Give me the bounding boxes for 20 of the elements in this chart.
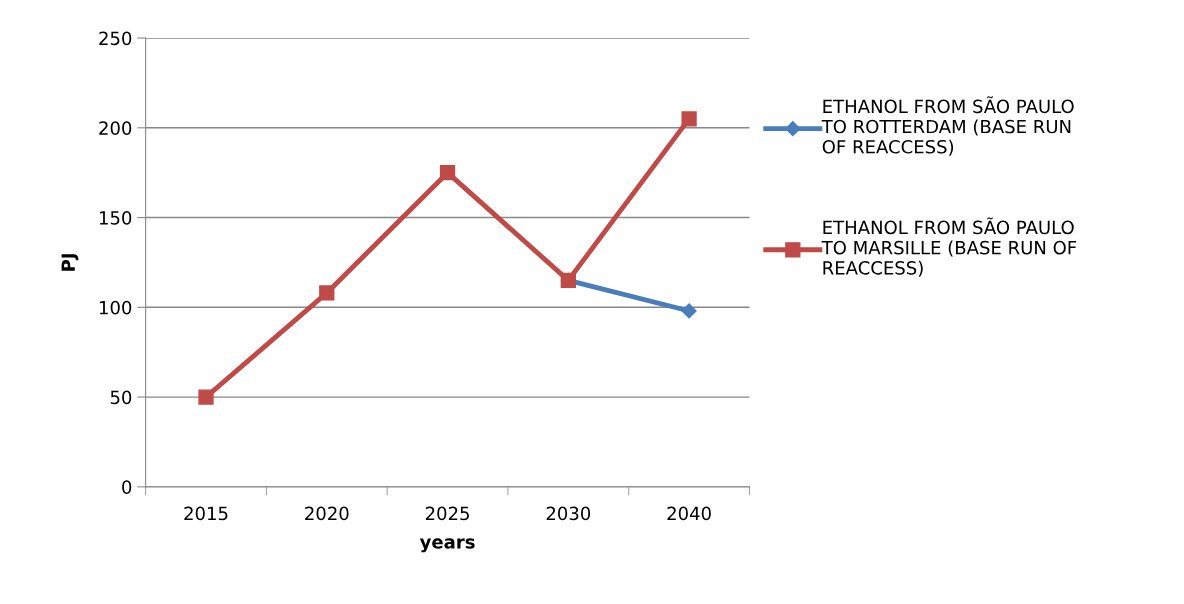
point	[319, 285, 335, 301]
point	[439, 165, 456, 181]
x-axis-title: years	[419, 538, 475, 553]
x-tick-label: 2020	[305, 506, 349, 521]
y-tick-label: 0	[122, 480, 132, 494]
point	[681, 111, 697, 127]
y-tick-label: 100	[99, 300, 132, 315]
legend-label: ETHANOL FROM SÃO PAULO TO ROTTERDAM (BASE RUN OF REACCESS)	[821, 96, 1074, 156]
y-tick-label: 200	[99, 121, 132, 135]
point	[198, 389, 214, 405]
x-tick-label: 2015	[184, 506, 228, 521]
x-tick-label: 2025	[425, 506, 469, 521]
y-tick-label: 150	[99, 211, 132, 225]
x-tick-label: 2040	[667, 506, 711, 521]
y-tick-label: 50	[110, 390, 132, 405]
y-tick-label: 250	[99, 31, 132, 46]
point	[681, 303, 697, 319]
x-tick-label: 2030	[546, 506, 591, 521]
y-axis-title: PJ	[61, 254, 79, 271]
legend-label: ETHANOL FROM SÃO PAULO TO MARSILLE (BASE RUN OF REACCESS)	[821, 217, 1077, 277]
